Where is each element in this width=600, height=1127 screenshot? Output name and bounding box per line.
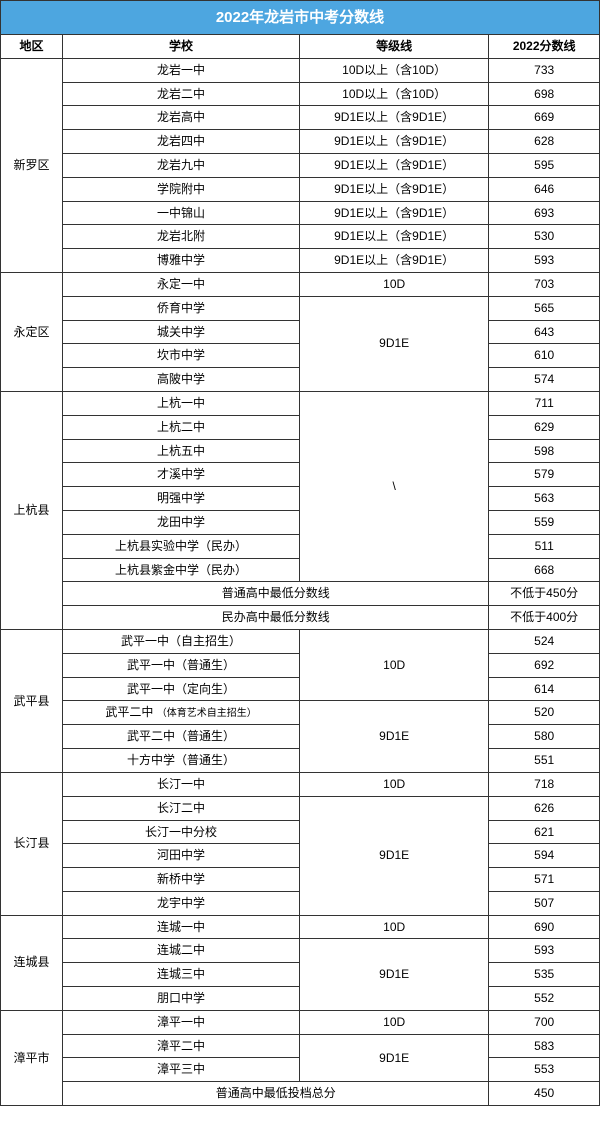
region-cell: 新罗区 bbox=[1, 58, 63, 272]
col-school: 学校 bbox=[63, 35, 300, 59]
region-cell: 武平县 bbox=[1, 629, 63, 772]
score-table: 2022年龙岩市中考分数线 地区 学校 等级线 2022分数线 新罗区龙岩一中1… bbox=[0, 0, 600, 1106]
note-cell: 民办高中最低分数线 bbox=[63, 606, 489, 630]
col-region: 地区 bbox=[1, 35, 63, 59]
region-cell: 长汀县 bbox=[1, 772, 63, 915]
region-cell: 永定区 bbox=[1, 272, 63, 391]
region-cell: 上杭县 bbox=[1, 391, 63, 629]
note-cell: 普通高中最低分数线 bbox=[63, 582, 489, 606]
col-grade: 等级线 bbox=[299, 35, 488, 59]
table-title: 2022年龙岩市中考分数线 bbox=[1, 1, 600, 35]
region-cell: 漳平市 bbox=[1, 1010, 63, 1105]
note-cell: 普通高中最低投档总分 bbox=[63, 1082, 489, 1106]
col-score: 2022分数线 bbox=[489, 35, 600, 59]
region-cell: 连城县 bbox=[1, 915, 63, 1010]
